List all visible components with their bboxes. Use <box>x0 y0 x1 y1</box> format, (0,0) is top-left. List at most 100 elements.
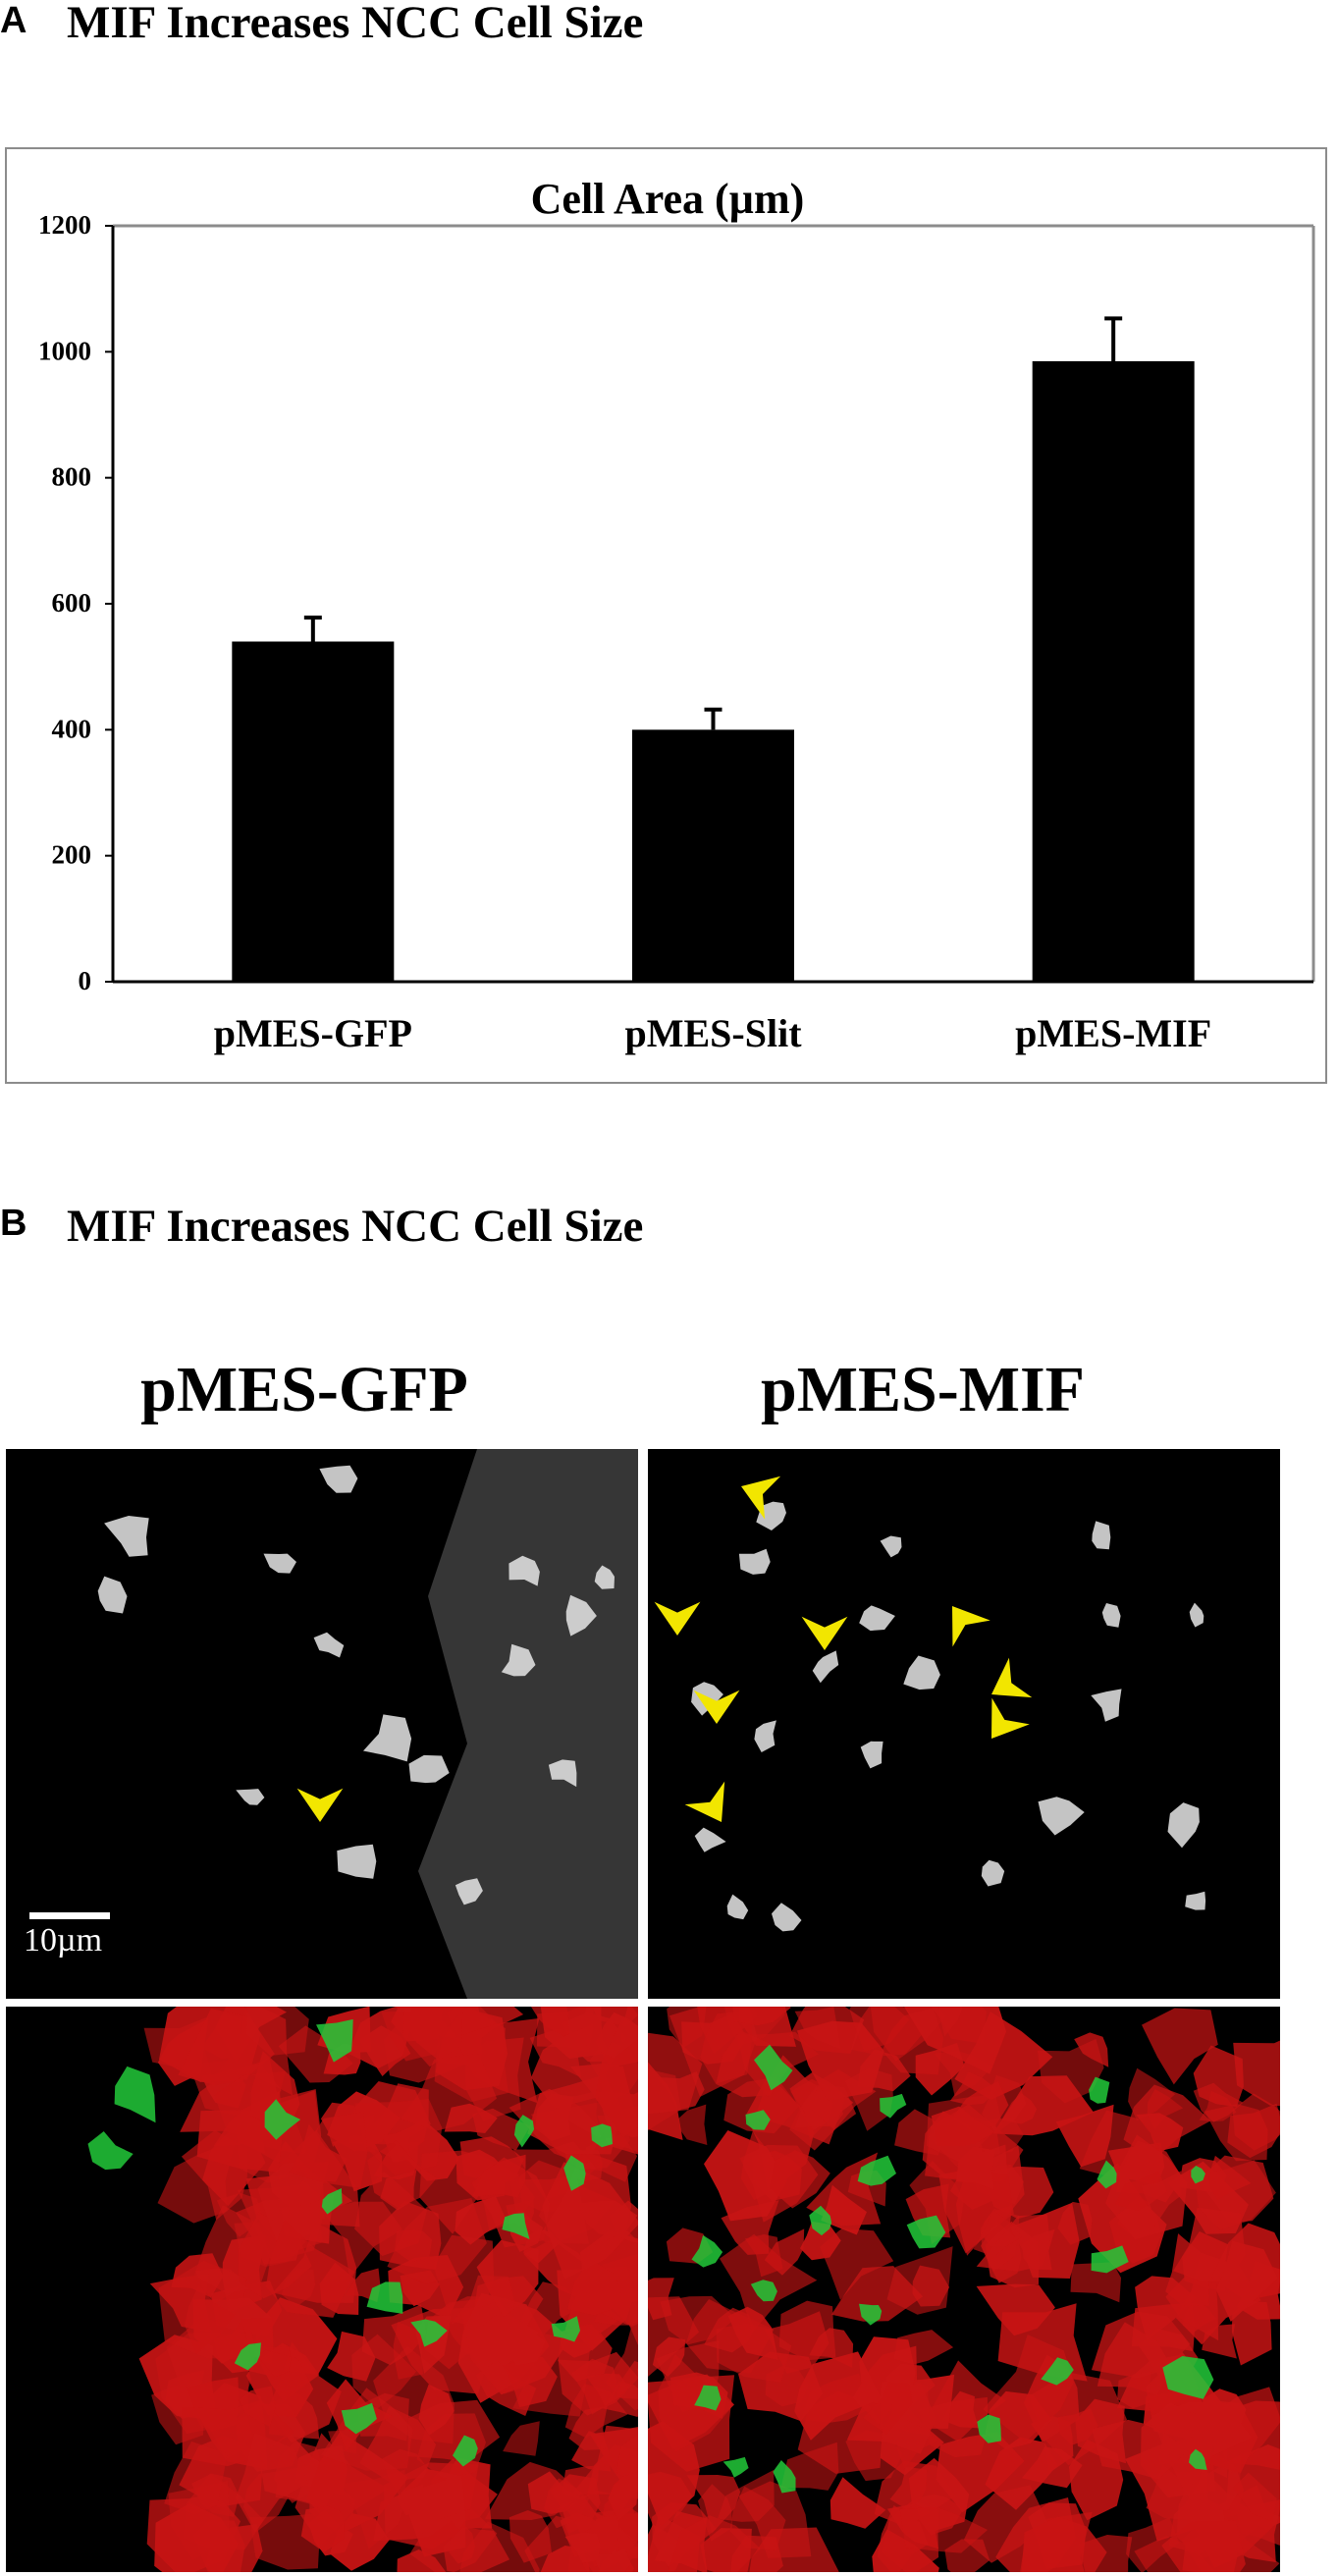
membrane-cell <box>402 2007 464 2067</box>
membrane-cell <box>686 2475 741 2534</box>
cell <box>363 1714 412 1762</box>
membrane-cell <box>401 2054 498 2131</box>
membrane-cell <box>904 2007 1007 2074</box>
membrane-cell <box>844 2067 893 2131</box>
membrane-cell <box>1126 2517 1180 2572</box>
cell <box>903 1655 940 1690</box>
cell <box>337 1844 377 1879</box>
cell <box>551 2316 580 2342</box>
cell <box>745 2110 771 2130</box>
membrane-cell <box>455 2196 508 2245</box>
membrane-cell <box>502 2356 558 2408</box>
x-tick-label: pMES-MIF <box>1015 1011 1211 1055</box>
membrane-cell <box>1136 2113 1184 2152</box>
membrane-cell <box>744 2234 783 2278</box>
arrowhead-icon <box>296 1788 344 1822</box>
cell <box>563 2155 586 2191</box>
membrane-cell <box>820 2227 894 2300</box>
chart-title: Cell Area (µm) <box>531 175 805 223</box>
membrane-cell <box>1147 2089 1184 2129</box>
panel-a-letter: A <box>0 0 27 41</box>
cell <box>812 1650 839 1684</box>
membrane-cell <box>1215 2240 1278 2322</box>
membrane-cell <box>973 2210 1022 2257</box>
membrane-cell <box>1161 2520 1246 2572</box>
cell <box>313 1632 345 1658</box>
membrane-cell <box>246 2007 309 2056</box>
cell <box>508 1555 540 1586</box>
cell <box>859 2303 883 2326</box>
membrane-cell <box>1001 2092 1038 2124</box>
background-haze <box>418 1449 638 1999</box>
cell <box>234 2342 261 2371</box>
membrane-cell <box>668 2515 761 2572</box>
membrane-cell <box>1057 2408 1098 2445</box>
cell <box>321 2188 343 2215</box>
cell <box>726 1894 749 1920</box>
bar-pMES-GFP <box>232 641 395 982</box>
cell <box>1189 1602 1204 1628</box>
cell <box>453 2435 478 2467</box>
membrane-cell <box>250 2051 300 2124</box>
bar-pMES-Slit <box>632 729 794 982</box>
cell <box>264 2099 301 2140</box>
membrane-cell <box>409 2508 498 2572</box>
membrane-cell <box>616 2434 638 2486</box>
membrane-cell <box>1232 2472 1277 2522</box>
membrane-cell <box>899 2506 989 2553</box>
cell <box>1041 2357 1074 2386</box>
micrograph-gfp-grayscale <box>6 1449 638 1999</box>
cell <box>750 2280 777 2302</box>
membrane-cell <box>1142 2008 1218 2085</box>
cell <box>1091 1689 1122 1722</box>
micrograph-svg <box>648 2007 1280 2572</box>
membrane-cell <box>472 2154 526 2198</box>
cell <box>366 2281 403 2314</box>
cell <box>1167 1802 1200 1849</box>
cell <box>1038 1797 1085 1836</box>
arrowhead-icon <box>693 1690 740 1724</box>
cell <box>565 1594 597 1637</box>
membrane-cell <box>1231 2300 1272 2366</box>
cell <box>977 2414 1001 2443</box>
column-heading-gfp: pMES-GFP <box>140 1354 468 1425</box>
cell <box>501 1643 536 1677</box>
bar-chart: 0 200 400 600 800 1000 1200 Cell Area (µm) pMES-… <box>38 175 1315 1055</box>
cell <box>880 1535 902 1558</box>
cell <box>97 1576 128 1614</box>
membrane-cell <box>1195 2160 1276 2230</box>
cell <box>408 1754 450 1784</box>
cell <box>754 2044 793 2091</box>
cell <box>691 2234 723 2268</box>
micrograph-svg <box>97 1449 638 1999</box>
cell <box>319 1465 358 1493</box>
membrane-cell <box>327 2331 376 2382</box>
y-tick-label: 1200 <box>38 210 91 240</box>
cell <box>548 1759 577 1788</box>
cell <box>694 1827 726 1852</box>
membrane-cell <box>648 2421 700 2527</box>
arrowhead-icon <box>654 1601 701 1636</box>
cell <box>513 2115 535 2148</box>
cell <box>860 1741 883 1769</box>
cell <box>981 1859 1005 1887</box>
membrane-cell <box>678 2104 708 2145</box>
micrograph-svg <box>87 2007 638 2572</box>
cell <box>1189 2448 1207 2470</box>
membrane-cell <box>1202 2388 1247 2442</box>
micrograph-gfp-merged <box>6 2007 638 2572</box>
cell <box>1089 2076 1110 2104</box>
cell <box>316 2018 353 2063</box>
membrane-cell <box>580 2007 638 2059</box>
cell <box>1092 1521 1111 1550</box>
cell <box>502 2213 530 2239</box>
x-tick-label: pMES-GFP <box>214 1011 412 1055</box>
membrane-cell <box>1193 2045 1244 2107</box>
panel-b-title: MIF Increases NCC Cell Size <box>67 1201 644 1252</box>
cell <box>723 2456 749 2478</box>
arrowhead-icon <box>741 1476 781 1520</box>
membrane-cell <box>976 2214 1050 2272</box>
cell <box>754 1720 776 1752</box>
arrowhead-icon <box>684 1781 725 1822</box>
membrane-cell <box>320 2388 413 2471</box>
